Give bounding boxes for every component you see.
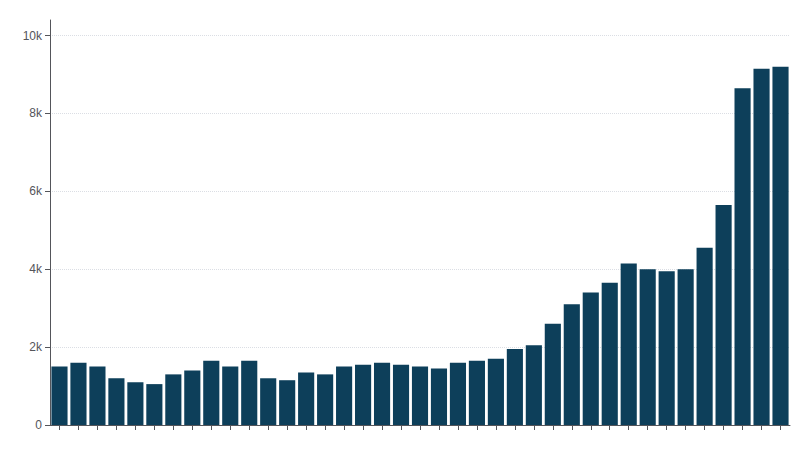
svg-text:2k: 2k xyxy=(29,340,43,354)
svg-text:0: 0 xyxy=(35,418,42,432)
svg-text:10k: 10k xyxy=(23,29,43,43)
svg-text:6k: 6k xyxy=(29,184,43,198)
svg-text:8k: 8k xyxy=(29,106,43,120)
svg-text:4k: 4k xyxy=(29,262,43,276)
